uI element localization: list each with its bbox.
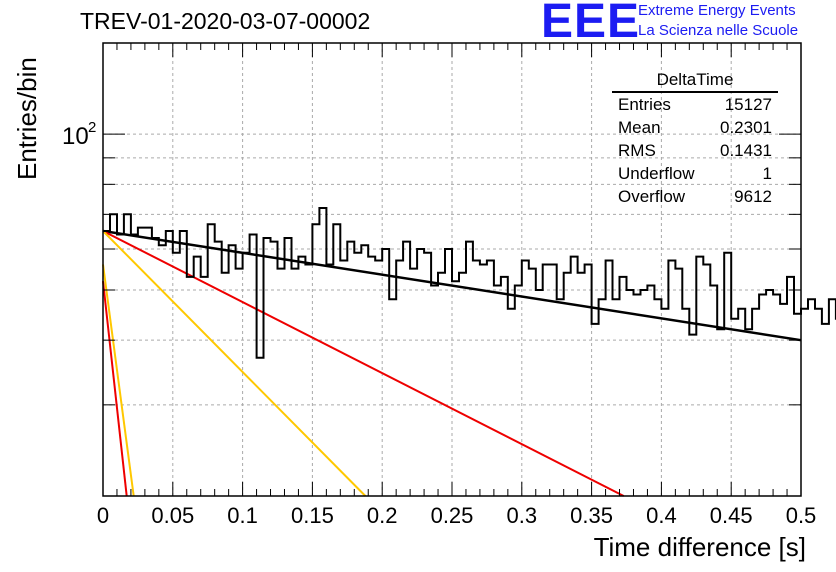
fit-curve bbox=[102, 230, 625, 497]
x-tick-label: 0.25 bbox=[431, 503, 474, 528]
stats-value: 1 bbox=[762, 164, 772, 183]
y-axis-label-wrap: Entries/bin bbox=[6, 0, 46, 572]
fit-curve bbox=[102, 229, 802, 342]
stats-label: Underflow bbox=[618, 164, 695, 183]
eee-logo: EEE bbox=[541, 0, 641, 48]
x-tick-label: 0 bbox=[97, 503, 109, 528]
y-tick-label: 10 bbox=[62, 123, 89, 150]
stats-label: Mean bbox=[618, 118, 661, 137]
stats-title: DeltaTime bbox=[612, 70, 778, 93]
y-tick-labels: 10 2 bbox=[62, 119, 96, 150]
y-tick-label-exponent: 2 bbox=[88, 119, 96, 136]
stats-value: 0.2301 bbox=[720, 118, 772, 137]
x-tick-label: 0.3 bbox=[507, 503, 538, 528]
x-tick-labels: 0 0.05 0.1 0.15 0.2 0.25 0.3 0.35 0.4 0.45 0.5 bbox=[97, 503, 816, 528]
x-tick-label: 0.5 bbox=[786, 503, 817, 528]
x-tick-label: 0.05 bbox=[151, 503, 194, 528]
logo-line-1: Extreme Energy Events bbox=[638, 2, 796, 19]
x-tick-label: 0.4 bbox=[646, 503, 677, 528]
stats-row: Mean 0.2301 bbox=[612, 116, 778, 139]
fit-curve bbox=[102, 230, 367, 497]
x-tick-label: 0.35 bbox=[570, 503, 613, 528]
chart-title: TREV-01-2020-03-07-00002 bbox=[80, 8, 371, 34]
stats-label: RMS bbox=[618, 141, 656, 160]
x-tick-label: 0.45 bbox=[710, 503, 753, 528]
axis-ticks bbox=[102, 43, 802, 497]
stats-value: 0.1431 bbox=[720, 141, 772, 160]
x-tick-label: 0.15 bbox=[291, 503, 334, 528]
logo-line-2: La Scienza nelle Scuole bbox=[638, 22, 799, 39]
x-tick-label: 0.2 bbox=[367, 503, 398, 528]
stats-label: Overflow bbox=[618, 187, 686, 206]
fit-curve bbox=[102, 264, 135, 497]
stats-row: Underflow 1 bbox=[612, 162, 778, 185]
y-axis-label: Entries/bin bbox=[12, 57, 42, 180]
stats-row: Entries 15127 bbox=[612, 93, 778, 116]
stats-row: Overflow 9612 bbox=[612, 185, 778, 208]
stats-label: Entries bbox=[618, 95, 671, 114]
fit-curves bbox=[102, 229, 802, 497]
stats-value: 9612 bbox=[734, 187, 772, 206]
stats-row: RMS 0.1431 bbox=[612, 139, 778, 162]
stats-value: 15127 bbox=[724, 95, 772, 114]
fit-curve bbox=[102, 281, 128, 497]
x-tick-label: 0.1 bbox=[227, 503, 258, 528]
stats-box: DeltaTime Entries 15127 Mean 0.2301 RMS … bbox=[612, 70, 778, 208]
histogram-series bbox=[103, 207, 836, 359]
x-axis-label: Time difference [s] bbox=[593, 532, 806, 562]
